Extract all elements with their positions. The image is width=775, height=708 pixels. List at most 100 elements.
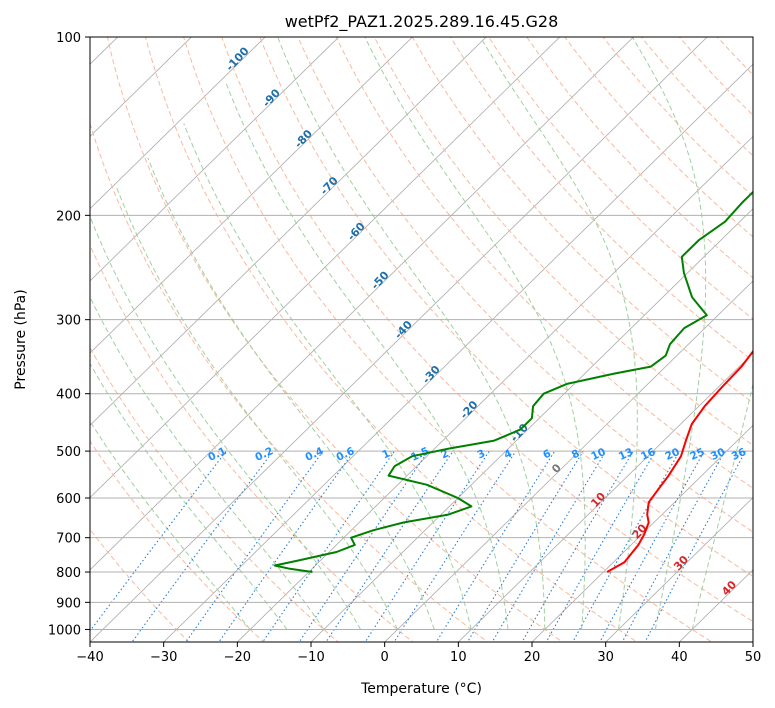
mixing-ratio-label: 3 [475,447,487,461]
isotherm-line [90,37,487,426]
x-tick-label: 20 [524,650,541,665]
dry-adiabat-line [144,37,638,642]
mixing-ratio-line [491,450,607,642]
moist-adiabat-line [90,215,362,630]
moist-adiabat-line [116,188,398,630]
moist-adiabat-line [90,362,288,630]
dry-adiabat-line [221,37,753,623]
mixing-ratio-label: 30 [709,446,727,463]
mixing-ratio-label: 16 [639,446,657,463]
mixing-ratio-line [90,450,227,632]
plot-frame [89,36,754,643]
moist-adiabat-line [479,37,638,630]
moist-adiabat-line [90,296,325,630]
warm-isotherm-label: 10 [588,490,608,510]
mixing-ratio-line [435,450,556,642]
isotherm-line [90,37,635,571]
isotherm-label: -80 [292,127,315,151]
dry-adiabat-line [259,37,753,577]
dewpoint-profile-line [273,190,753,573]
mixing-ratio-line [545,450,656,642]
x-tick-label: 50 [745,650,762,665]
warm-isotherm-label: 20 [630,521,650,541]
y-tick-label: 300 [56,314,81,329]
mixing-ratio-label: 36 [730,446,748,463]
isotherm-line [90,37,414,354]
isotherm-line [457,352,753,642]
warm-isotherm-label: 0 [549,461,564,476]
pressure-gridlines [90,37,753,630]
mixing-ratio-line [298,450,429,642]
dry-adiabat-line [90,440,265,642]
isotherm-line [384,280,753,642]
background-lines [90,24,775,654]
mixing-ratio-line [325,450,454,642]
x-tick-label: 30 [597,650,614,665]
mixing-ratio-line [521,450,634,642]
moist-adiabat-line [277,37,546,630]
dry-adiabat-line [297,37,753,533]
y-tick-label: 200 [56,209,81,224]
mixing-ratio-label: 13 [617,446,635,463]
isotherm-line [310,208,753,642]
dry-adiabat-line [90,244,414,642]
y-tick-label: 900 [56,596,81,611]
mixing-ratio-label: 10 [589,446,607,463]
dry-adiabat-line [335,37,753,489]
y-tick-label: 100 [56,31,81,46]
dry-adiabat-line [526,37,753,279]
y-tick-label: 500 [56,445,81,460]
isotherm-label: -100 [223,44,252,73]
mixing-ratio-label: 0.4 [303,445,325,464]
moist-adiabat-line [631,37,707,630]
y-axis: 100 200 300 400 500 600 700 800 900 1000 [48,31,90,638]
mixing-ratio-label: 6 [541,447,553,461]
isotherm-line [752,641,753,642]
isotherm-line [90,37,708,642]
dry-adiabat-line [411,37,753,404]
moist-adiabat-line [90,420,251,630]
isotherm-label: -40 [392,318,415,342]
mixing-ratio-line [185,450,324,642]
chart-title: wetPf2_PAZ1.2025.289.16.45.G28 [285,12,559,32]
isotherm-line [90,37,266,210]
mixing-ratio-label: 1 [380,447,392,461]
y-tick-label: 400 [56,388,81,403]
x-tick-label: −30 [150,650,177,665]
moist-adiabat-line [691,382,753,630]
background-line-labels: -100-90-80-70-60-50-40-30-20-100.1 0.2 0.4… [206,44,748,598]
isotherm-line [90,37,561,499]
dry-adiabat-line [90,528,190,642]
y-tick-label: 800 [56,566,81,581]
dry-adiabat-line [449,37,753,362]
x-tick-label: −10 [297,650,324,665]
isotherm-line [605,497,753,642]
mixing-ratio-line [262,450,395,642]
isotherm-label: -60 [345,220,368,244]
moist-adiabat-line [364,37,586,630]
dry-adiabat-line [90,121,489,642]
warm-isotherm-label: 40 [719,578,739,598]
isotherm-line [90,37,193,138]
x-axis: −40 −30 −20 −10 0 10 20 30 40 50 [76,642,761,665]
isotherm-line [236,135,753,642]
dry-adiabat-line [106,37,564,642]
dry-adiabat-line [564,37,753,238]
isotherm-label: -90 [260,86,283,110]
temperature-profile-line [606,349,753,573]
y-tick-label: 700 [56,532,81,547]
y-tick-label: 600 [56,492,81,507]
x-tick-label: 10 [450,650,467,665]
x-tick-label: −40 [76,650,103,665]
isotherm-line [163,63,753,642]
sounding-profiles [273,190,753,573]
x-tick-label: −20 [224,650,251,665]
mixing-ratio-label: 0.2 [253,445,275,464]
mixing-ratio-line [466,450,584,642]
dry-adiabat-line [743,24,775,654]
y-axis-label: Pressure (hPa) [13,289,29,389]
isotherm-label: -30 [420,363,443,387]
dry-adiabat-line [183,37,713,642]
mixing-ratio-label: 25 [688,446,706,463]
